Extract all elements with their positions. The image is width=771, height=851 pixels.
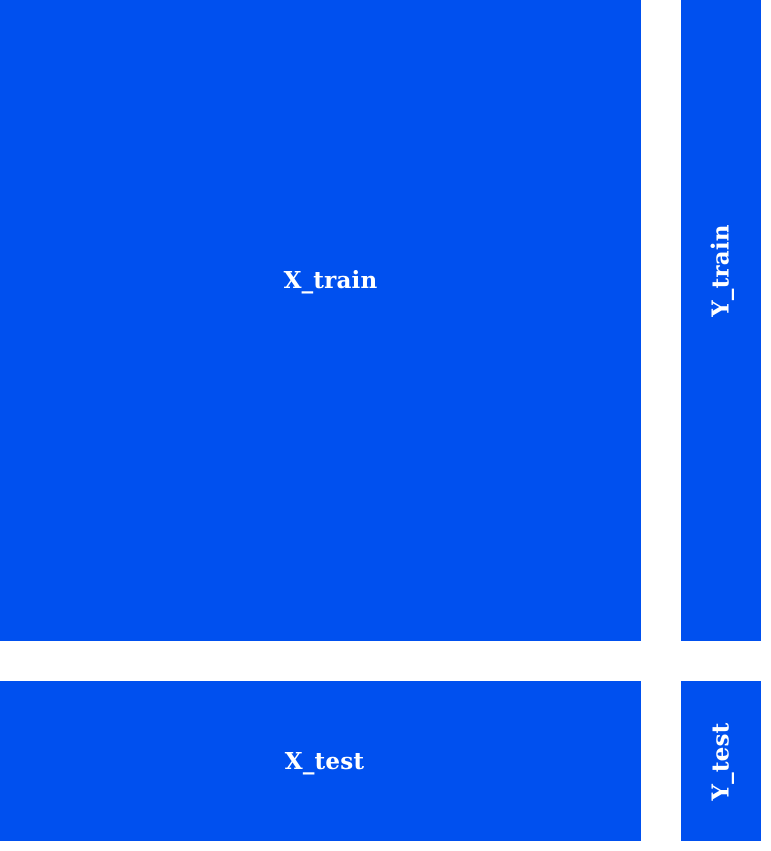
y-train-label: Y_train (707, 224, 735, 317)
x-train-label: X_train (283, 267, 378, 294)
y-test-block: Y_test (681, 681, 761, 841)
x-test-block: X_test (0, 681, 641, 841)
y-train-block: Y_train (681, 0, 761, 641)
x-test-label: X_test (284, 747, 365, 775)
y-test-label: Y_test (707, 722, 735, 800)
x-train-block: X_train (0, 0, 641, 641)
